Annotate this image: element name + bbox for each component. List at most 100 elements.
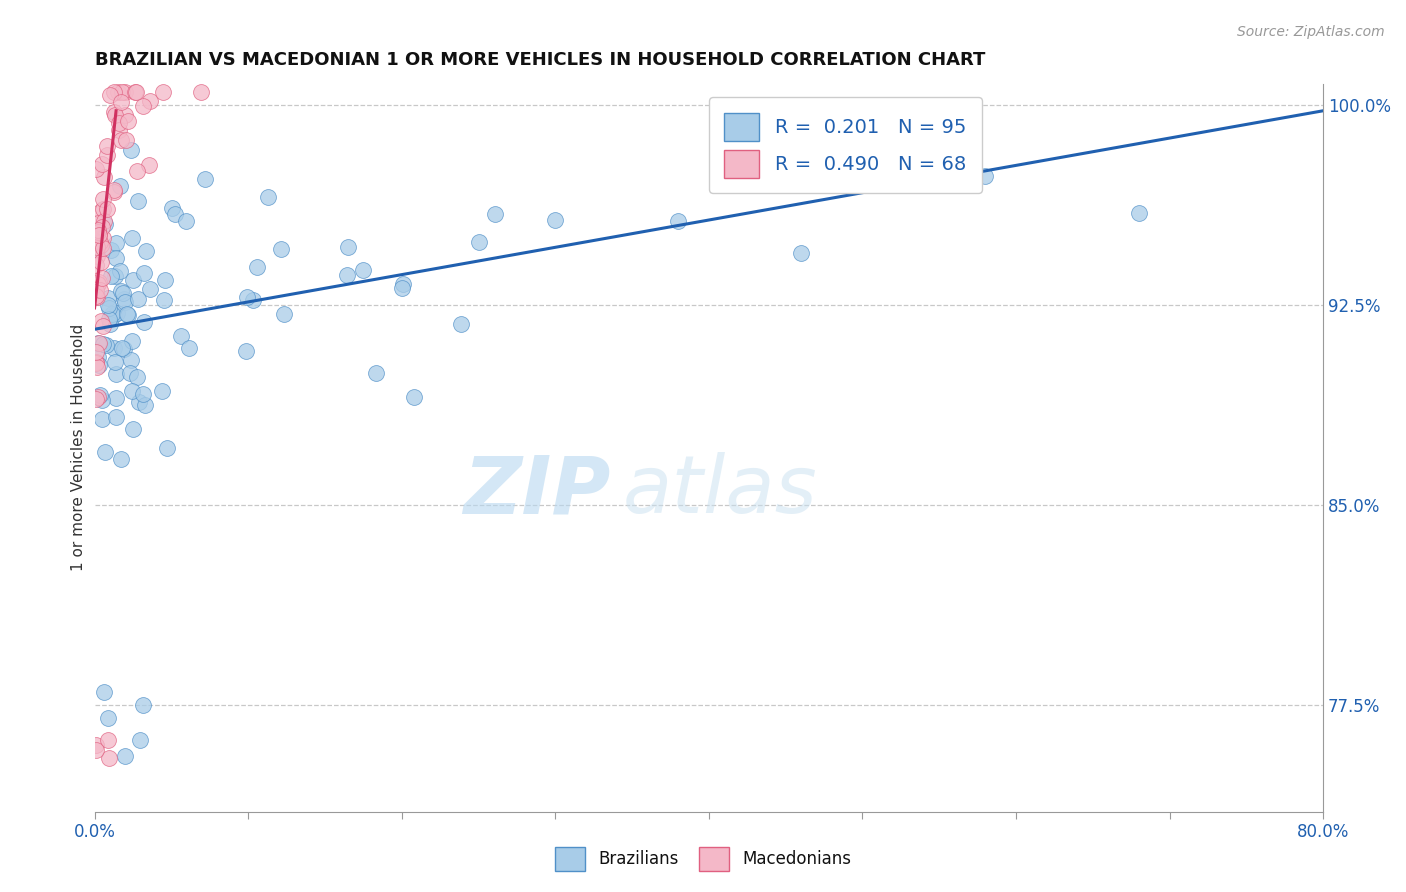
Legend: R =  0.201   N = 95, R =  0.490   N = 68: R = 0.201 N = 95, R = 0.490 N = 68 (709, 97, 981, 194)
Point (90, 204, 112, 219)
Point (105, 235, 128, 250)
Point (91, 231, 114, 245)
Point (89, 388, 111, 402)
Point (91, 192, 114, 206)
Point (107, 116, 129, 130)
Point (86, 244, 108, 258)
Point (138, 158, 160, 172)
Point (96, 148, 118, 162)
Point (89, 283, 111, 297)
Point (90, 314, 112, 328)
Point (121, 334, 143, 348)
Point (98, 88, 121, 103)
Point (131, 386, 153, 401)
Point (104, 409, 127, 424)
Point (114, 108, 136, 122)
Point (352, 263, 374, 277)
Point (96, 711, 118, 725)
Point (336, 240, 359, 254)
Point (103, 185, 125, 199)
Point (484, 207, 506, 221)
Point (257, 190, 280, 204)
Point (450, 317, 472, 331)
Point (114, 748, 136, 763)
Point (122, 272, 145, 286)
Point (134, 398, 156, 412)
Point (139, 95, 162, 109)
Point (177, 341, 200, 355)
Point (103, 308, 125, 322)
Point (132, 698, 155, 712)
Point (129, 732, 152, 747)
Point (132, 266, 155, 280)
Point (100, 268, 122, 283)
Point (91, 157, 114, 171)
Point (97, 732, 120, 747)
Point (974, 169, 997, 183)
Point (91, 336, 114, 351)
Point (101, 307, 124, 321)
Point (108, 178, 131, 193)
Y-axis label: 1 or more Vehicles in Household: 1 or more Vehicles in Household (72, 324, 86, 572)
Point (121, 384, 143, 398)
Point (89, 227, 111, 242)
Point (87, 277, 110, 291)
Point (87, 227, 110, 241)
Point (104, 268, 127, 283)
Point (84, 258, 107, 272)
Point (121, 231, 143, 245)
Point (87, 335, 110, 350)
Point (103, 183, 125, 197)
Point (246, 260, 269, 274)
Point (90, 255, 112, 269)
Point (86, 250, 108, 264)
Point (235, 344, 257, 359)
Point (96, 202, 118, 216)
Point (118, 367, 141, 381)
Point (124, 85, 146, 99)
Point (110, 284, 132, 298)
Point (105, 306, 128, 320)
Point (100, 243, 122, 257)
Point (176, 214, 198, 228)
Point (84, 354, 107, 368)
Point (112, 292, 135, 306)
Point (114, 85, 136, 99)
Point (94, 338, 117, 352)
Point (110, 133, 132, 147)
Point (127, 194, 149, 209)
Point (125, 369, 148, 384)
Point (96, 138, 118, 153)
Point (169, 329, 191, 343)
Point (91, 202, 114, 216)
Point (93, 170, 115, 185)
Point (90, 237, 112, 252)
Legend: Brazilians, Macedonians: Brazilians, Macedonians (547, 839, 859, 880)
Point (98, 318, 121, 332)
Point (84, 738, 107, 752)
Point (1128, 206, 1150, 220)
Point (115, 307, 138, 321)
Point (114, 295, 136, 310)
Point (103, 85, 125, 99)
Point (84, 161, 107, 176)
Point (392, 277, 415, 291)
Point (86, 222, 108, 236)
Point (132, 315, 155, 329)
Point (110, 452, 132, 467)
Point (155, 272, 177, 286)
Point (163, 207, 186, 221)
Point (104, 251, 127, 265)
Point (120, 143, 142, 157)
Point (84, 743, 107, 757)
Text: atlas: atlas (623, 452, 818, 531)
Point (111, 341, 134, 355)
Point (125, 163, 148, 178)
Point (97, 301, 120, 315)
Point (544, 213, 567, 227)
Point (91, 241, 114, 255)
Point (86, 240, 108, 254)
Point (152, 293, 174, 307)
Point (117, 308, 139, 322)
Point (404, 391, 426, 405)
